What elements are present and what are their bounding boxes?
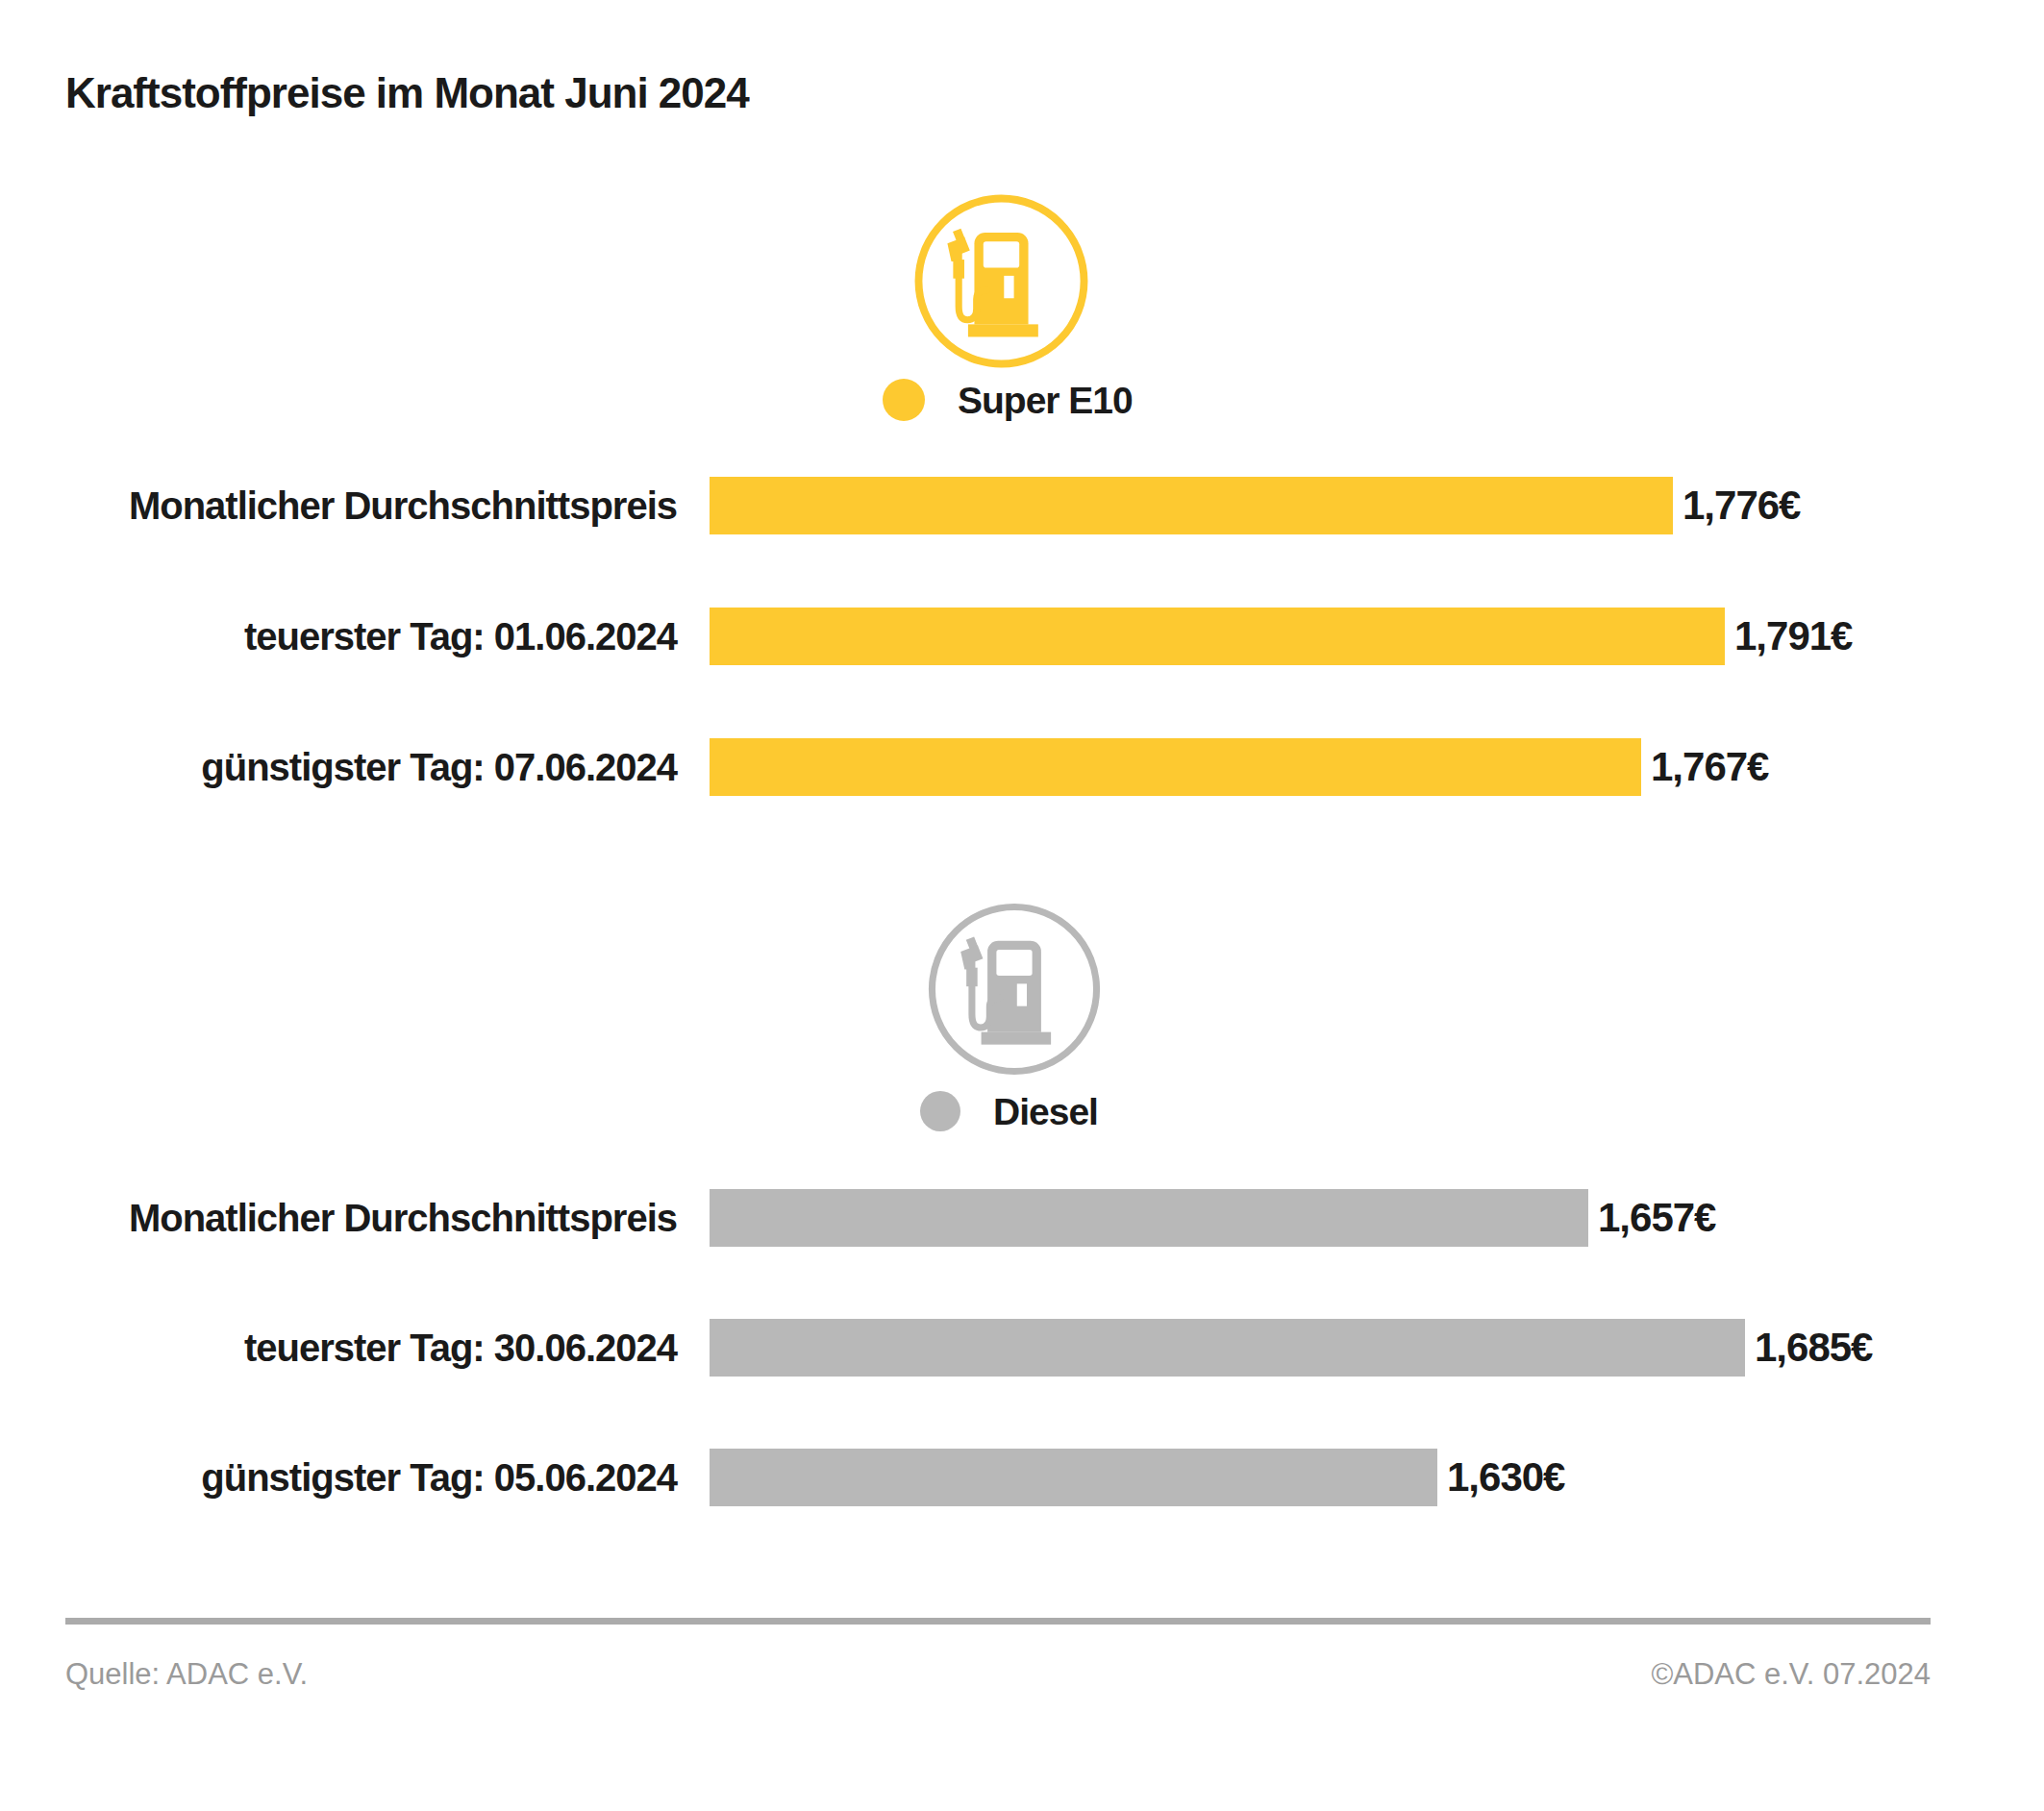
bar-super-e10-min-day <box>710 738 1641 796</box>
page-title: Kraftstoffpreise im Monat Juni 2024 <box>65 69 749 117</box>
bar-diesel-max-day <box>710 1319 1745 1377</box>
footer-divider <box>65 1618 1931 1625</box>
bar-row-super-e10-max-day: teuerster Tag: 01.06.2024 1,791€ <box>65 608 1852 665</box>
bar-row-label: teuerster Tag: 30.06.2024 <box>65 1328 677 1367</box>
bar-diesel-average <box>710 1189 1588 1247</box>
diesel-fuel-pump-icon <box>925 900 1104 1079</box>
bar-value-label: 1,767€ <box>1651 747 1768 787</box>
super-e10-legend: Super E10 <box>883 379 1133 421</box>
copyright-note: ©ADAC e.V. 07.2024 <box>1651 1659 1931 1689</box>
diesel-legend: Diesel <box>920 1091 1098 1131</box>
bar-super-e10-average <box>710 477 1673 534</box>
super-e10-legend-label: Super E10 <box>958 382 1133 419</box>
bar-row-diesel-average: Monatlicher Durchschnittspreis 1,657€ <box>65 1189 1715 1247</box>
bar-value-label: 1,791€ <box>1734 616 1852 657</box>
bar-value-label: 1,776€ <box>1683 485 1800 526</box>
bar-super-e10-max-day <box>710 608 1725 665</box>
super-e10-fuel-pump-icon <box>911 191 1091 371</box>
infographic-canvas: Kraftstoffpreise im Monat Juni 2024 Supe… <box>0 0 2044 1811</box>
bar-value-label: 1,657€ <box>1598 1198 1715 1238</box>
bar-row-super-e10-average: Monatlicher Durchschnittspreis 1,776€ <box>65 477 1800 534</box>
diesel-legend-label: Diesel <box>993 1093 1098 1130</box>
bar-row-label: Monatlicher Durchschnittspreis <box>65 1199 677 1237</box>
diesel-legend-dot-icon <box>920 1091 960 1131</box>
bar-row-diesel-max-day: teuerster Tag: 30.06.2024 1,685€ <box>65 1319 1872 1377</box>
bar-row-label: günstigster Tag: 07.06.2024 <box>65 748 677 786</box>
bar-value-label: 1,685€ <box>1755 1327 1872 1368</box>
source-note: Quelle: ADAC e.V. <box>65 1659 308 1689</box>
super-e10-legend-dot-icon <box>883 379 925 421</box>
bar-diesel-min-day <box>710 1449 1437 1506</box>
bar-row-diesel-min-day: günstigster Tag: 05.06.2024 1,630€ <box>65 1449 1564 1506</box>
bar-value-label: 1,630€ <box>1447 1457 1564 1498</box>
bar-row-super-e10-min-day: günstigster Tag: 07.06.2024 1,767€ <box>65 738 1768 796</box>
bar-row-label: teuerster Tag: 01.06.2024 <box>65 617 677 656</box>
bar-row-label: Monatlicher Durchschnittspreis <box>65 486 677 525</box>
bar-row-label: günstigster Tag: 05.06.2024 <box>65 1458 677 1497</box>
